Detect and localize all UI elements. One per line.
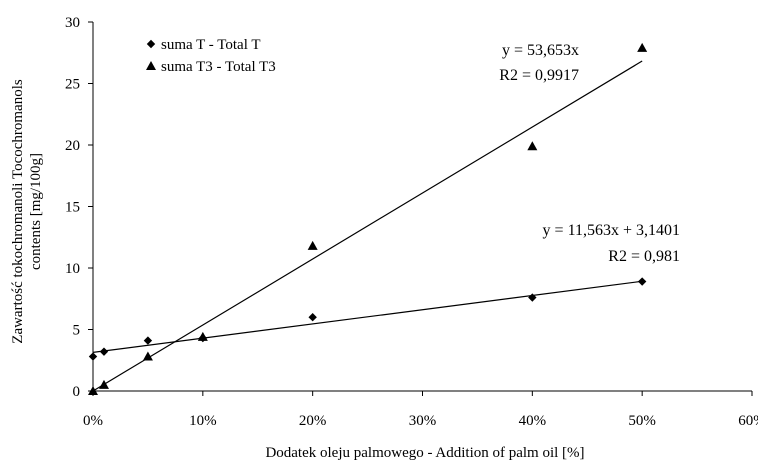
x-axis-label: Dodatek oleju palmowego - Addition of pa… [265, 445, 584, 461]
legend-label: suma T - Total T [161, 37, 261, 53]
triangle-point [88, 386, 98, 395]
y-axis-label: Zawartość tokochromanoli Tocochromanols c… [10, 79, 44, 344]
diamond-point [308, 313, 317, 322]
trendline-equation: y = 11,563x + 3,1401 [543, 222, 680, 239]
x-tick-label: 0% [83, 413, 103, 429]
y-axis-label-line: contents [mg/100g] [28, 153, 44, 270]
y-axis-label-text: Zawartość tokochromanoli Tocochromanols c… [10, 79, 44, 344]
trendline-annotations: y = 11,563x + 3,1401 R2 = 0,981 y = 53,653… [499, 42, 680, 265]
x-tick-label: 30% [409, 413, 437, 429]
y-axis-label-line: Zawartość tokochromanoli Tocochromanols [10, 79, 26, 344]
diamond-point [99, 347, 109, 356]
triangle-point [142, 351, 153, 361]
diamond-point [143, 336, 153, 345]
y-tick-label: 20 [65, 138, 80, 154]
axes: 0 5 10 15 20 25 30 0% 10% 20% 30% 40% 50% 60% [65, 15, 758, 429]
legend-label: suma T3 - Total T3 [161, 59, 276, 75]
triangle-point [98, 379, 109, 389]
diamond-point [88, 352, 98, 361]
triangle-point [527, 141, 538, 151]
y-tick-label: 30 [65, 15, 80, 31]
triangle-point [637, 42, 648, 52]
y-tick-label: 5 [73, 323, 81, 339]
x-tick-label: 10% [189, 413, 217, 429]
data-points [88, 42, 648, 395]
trendline [92, 280, 643, 353]
trendlines [92, 60, 643, 392]
trendline-r2: R2 = 0,981 [608, 248, 680, 265]
x-tick-label: 20% [299, 413, 327, 429]
legend: suma T - Total T suma T3 - Total T3 [146, 37, 276, 75]
triangle-point [146, 61, 156, 70]
x-tick-label: 50% [628, 413, 656, 429]
y-tick-label: 25 [65, 77, 80, 93]
trendline [92, 60, 643, 392]
diamond-point [637, 277, 647, 286]
triangle-point [307, 240, 318, 250]
y-tick-label: 15 [65, 200, 80, 216]
y-tick-label: 0 [73, 384, 81, 400]
trendline-equation: y = 53,653x [502, 42, 579, 59]
triangle-point [197, 331, 208, 341]
diamond-point [528, 293, 537, 302]
diamond-point [146, 39, 156, 49]
x-tick-label: 40% [519, 413, 547, 429]
y-tick-label: 10 [65, 261, 80, 277]
x-tick-label: 60% [738, 413, 758, 429]
trendline-r2: R2 = 0,9917 [499, 67, 579, 84]
